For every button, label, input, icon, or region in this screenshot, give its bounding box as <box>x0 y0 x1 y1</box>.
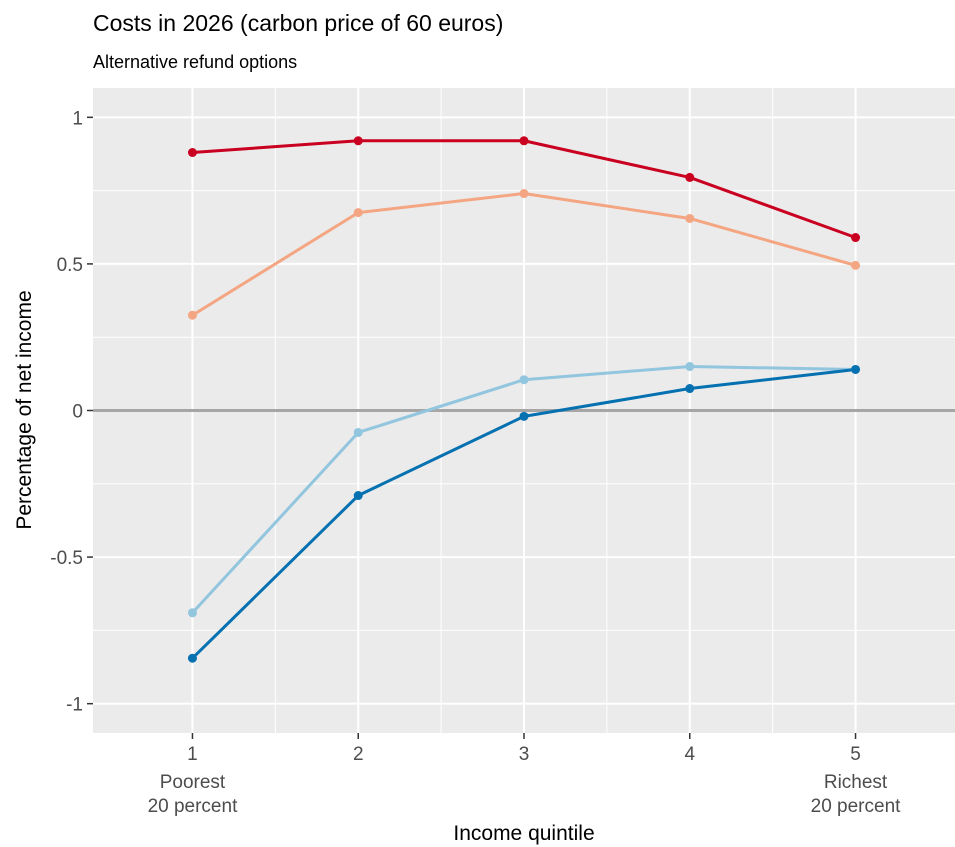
y-tick-label: -1 <box>66 695 83 716</box>
y-tick-label: 1 <box>72 108 83 129</box>
series-4-point <box>187 653 197 663</box>
x-tick-sublabel: 20 percent <box>148 796 239 817</box>
series-3-point <box>187 608 197 618</box>
series-2-point <box>685 213 695 223</box>
x-tick-sublabel: Poorest <box>160 772 226 793</box>
y-tick-label: 0.5 <box>57 255 83 276</box>
y-tick-label: -0.5 <box>50 548 83 569</box>
series-1-point <box>519 136 529 146</box>
x-tick-sublabel: Richest <box>824 772 888 793</box>
x-axis: 1 Poorest 20 percent 2 3 4 5 Richest 20 percent <box>148 733 902 817</box>
x-tick-label: 3 <box>519 744 530 765</box>
series-1 <box>187 136 861 243</box>
y-axis-title: Percentage of net income <box>13 290 36 529</box>
y-axis: 1 0.5 0 -0.5 -1 <box>50 108 93 716</box>
x-tick-label: 1 <box>187 744 198 765</box>
series-3-point <box>519 375 529 385</box>
chart-subtitle: Alternative refund options <box>93 52 297 72</box>
x-axis-title: Income quintile <box>453 822 594 845</box>
series-2-point <box>851 260 861 270</box>
series-4-point <box>685 384 695 394</box>
series-3-point <box>685 362 695 372</box>
series-2-point <box>187 310 197 320</box>
x-tick-label: 2 <box>353 744 364 765</box>
series-4-point <box>519 411 529 421</box>
series-2-point <box>353 208 363 218</box>
y-tick-label: 0 <box>72 402 83 423</box>
series-1-point <box>851 233 861 243</box>
series-1-point <box>685 172 695 182</box>
series-4 <box>187 364 861 663</box>
series-1-point <box>187 148 197 157</box>
series-4-point <box>851 364 861 374</box>
series-2-point <box>519 189 529 199</box>
series-4-point <box>353 491 363 501</box>
series-1-point <box>353 136 363 146</box>
series-3-point <box>353 427 363 437</box>
series-group <box>187 136 861 663</box>
x-tick-label: 4 <box>684 744 695 765</box>
x-tick-label: 5 <box>850 744 861 765</box>
series-2 <box>187 189 861 320</box>
chart-title: Costs in 2026 (carbon price of 60 euros) <box>93 10 503 36</box>
x-tick-sublabel: 20 percent <box>811 796 902 817</box>
